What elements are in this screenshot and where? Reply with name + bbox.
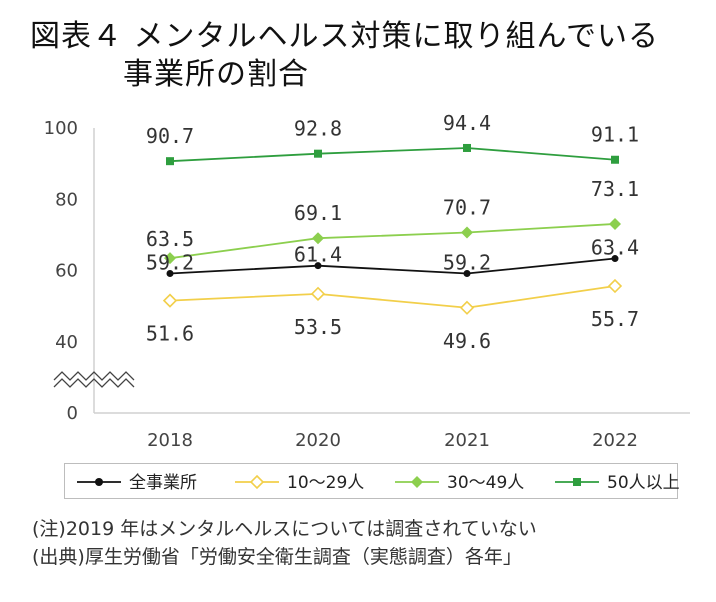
data-point xyxy=(166,270,174,278)
data-point xyxy=(166,157,174,166)
data-label: 63.4 xyxy=(591,236,639,260)
legend-label: 50人以上 xyxy=(607,473,679,493)
y-tick-label: 100 xyxy=(44,118,78,139)
series-line xyxy=(169,223,616,260)
chart-legend: 全事業所 10～29人 30～49人 50人以上 xyxy=(64,463,679,499)
data-point xyxy=(164,252,176,265)
data-label: 55.7 xyxy=(591,307,639,331)
data-label: 70.7 xyxy=(443,196,491,220)
x-tick-label: 2018 xyxy=(147,430,193,451)
legend-label: 30～49人 xyxy=(447,473,524,493)
data-point xyxy=(609,217,621,230)
x-tick-label: 2022 xyxy=(592,430,638,451)
data-point xyxy=(607,278,623,294)
legend-marker xyxy=(411,476,423,488)
legend-marker xyxy=(249,474,265,490)
data-label: 91.1 xyxy=(591,123,639,147)
data-point xyxy=(314,262,322,270)
series-line xyxy=(169,257,616,275)
legend-label: 全事業所 xyxy=(129,473,197,493)
data-point xyxy=(461,226,473,239)
data-label: 63.5 xyxy=(146,227,194,251)
y-tick-label: 40 xyxy=(55,332,78,353)
note-line: (注)2019 年はメンタルヘルスについては調査されていない xyxy=(32,518,537,540)
source-line: (出典)厚生労働省「労働安全衛生調査（実態調査）各年」 xyxy=(32,546,522,568)
axis-break-mark xyxy=(53,378,135,388)
data-label: 90.7 xyxy=(146,124,194,148)
data-label: 59.2 xyxy=(443,251,491,275)
series-line xyxy=(169,285,616,309)
data-label: 49.6 xyxy=(443,329,491,353)
data-label: 59.2 xyxy=(146,251,194,275)
chart-title: 図表４ メンタルヘルス対策に取り組んでいる 事業所の割合 xyxy=(30,18,659,94)
data-label: 92.8 xyxy=(294,117,342,141)
data-point xyxy=(162,293,178,308)
y-tick-label: 0 xyxy=(67,403,78,424)
data-point xyxy=(463,270,471,278)
y-tick-label: 60 xyxy=(55,261,78,282)
data-label: 94.4 xyxy=(443,111,491,135)
data-point xyxy=(312,232,324,245)
y-tick-label: 80 xyxy=(55,189,78,210)
data-label: 69.1 xyxy=(294,201,342,225)
notes: (注)2019 年はメンタルヘルスについては調査されていない (出典)厚生労働省… xyxy=(32,515,537,571)
x-tick-label: 2020 xyxy=(295,430,341,451)
legend-marker xyxy=(573,478,581,486)
legend-marker xyxy=(95,478,103,486)
data-label: 61.4 xyxy=(294,243,342,267)
legend-label: 10～29人 xyxy=(287,473,364,493)
data-point xyxy=(611,155,619,164)
data-point xyxy=(611,255,619,263)
data-label: 53.5 xyxy=(294,315,342,339)
series-line xyxy=(169,147,616,163)
x-tick-label: 2021 xyxy=(444,430,490,451)
chart-title-line2: 事業所の割合 xyxy=(123,57,309,92)
data-label: 51.6 xyxy=(146,322,194,346)
data-point xyxy=(314,149,322,158)
data-label: 73.1 xyxy=(591,177,639,201)
chart-title-line1: 図表４ メンタルヘルス対策に取り組んでいる xyxy=(30,19,660,54)
axis-break-mark xyxy=(53,371,135,381)
data-point xyxy=(459,300,475,315)
data-point xyxy=(463,143,471,152)
data-point xyxy=(310,286,326,301)
